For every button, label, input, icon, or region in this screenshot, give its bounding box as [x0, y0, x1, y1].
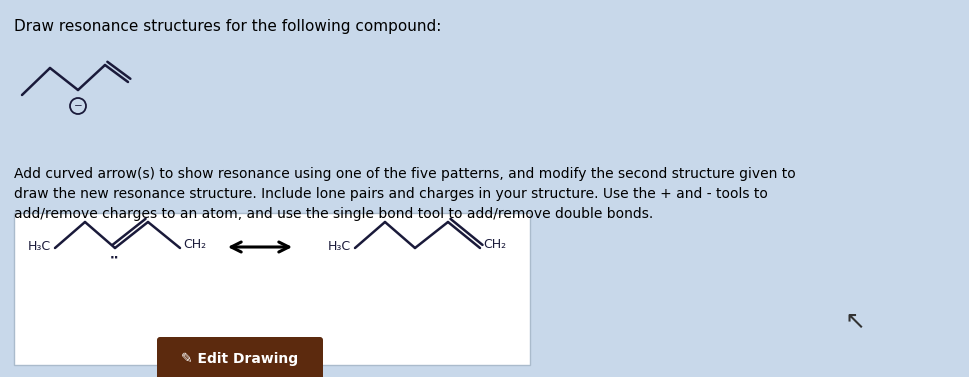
Text: H₃C: H₃C	[328, 239, 351, 253]
Text: ✎ Edit Drawing: ✎ Edit Drawing	[181, 352, 298, 366]
Text: ↖: ↖	[845, 310, 865, 334]
FancyBboxPatch shape	[157, 337, 323, 377]
Text: ∙∙: ∙∙	[110, 251, 120, 265]
Text: H₃C: H₃C	[28, 239, 51, 253]
Text: −: −	[74, 101, 82, 111]
Text: CH₂: CH₂	[483, 239, 506, 251]
Text: Draw resonance structures for the following compound:: Draw resonance structures for the follow…	[14, 19, 441, 34]
Text: CH₂: CH₂	[183, 239, 206, 251]
FancyBboxPatch shape	[14, 213, 530, 365]
Text: Add curved arrow(s) to show resonance using one of the five patterns, and modify: Add curved arrow(s) to show resonance us…	[14, 167, 796, 221]
